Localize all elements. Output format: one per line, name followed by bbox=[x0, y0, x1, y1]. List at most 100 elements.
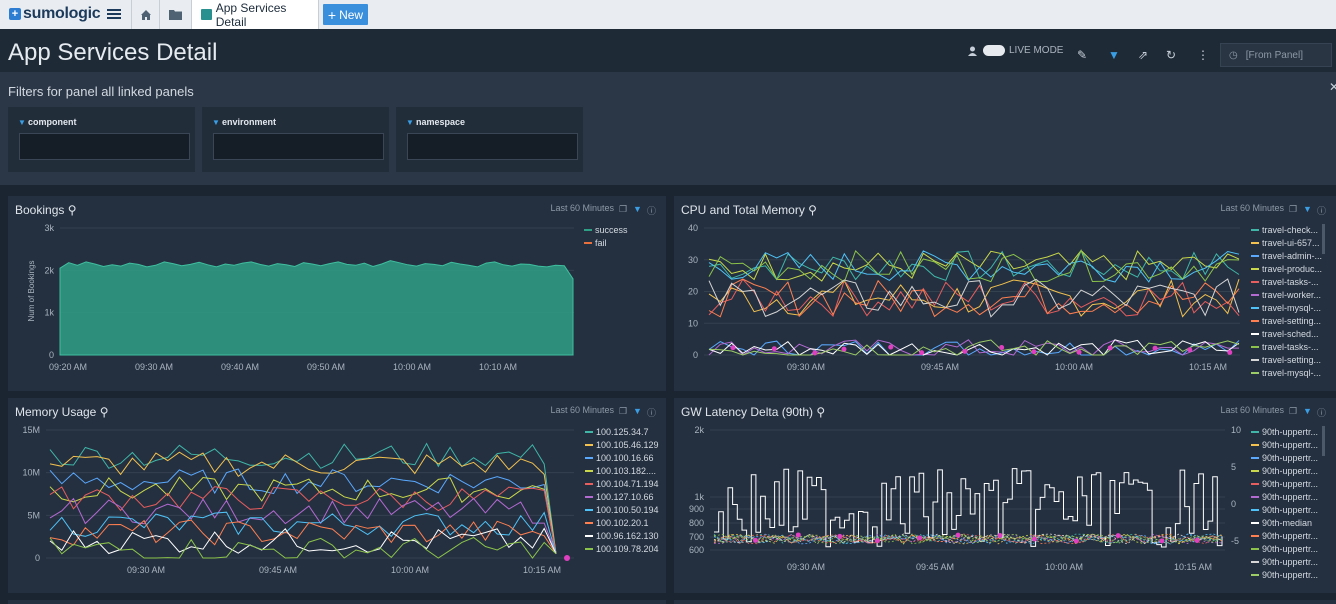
more-options-icon[interactable]: ⋮ bbox=[1197, 48, 1209, 62]
time-range-label: Last 60 Minutes bbox=[1220, 405, 1284, 415]
filter-icon[interactable]: ▼ bbox=[633, 405, 642, 416]
x-tick-label: 10:15 AM bbox=[1189, 362, 1227, 372]
legend-entry: 100.100.16.66 bbox=[596, 453, 654, 463]
info-icon[interactable]: ⓘ bbox=[647, 205, 657, 216]
data-point bbox=[1032, 536, 1038, 542]
share-icon[interactable]: ⇗ bbox=[1137, 48, 1149, 62]
logo-mark-icon: + bbox=[9, 8, 21, 20]
panel-title: Bookings bbox=[15, 203, 65, 217]
zoom-icon[interactable]: ⚲ bbox=[67, 203, 77, 217]
filter-icon[interactable]: ▼ bbox=[1108, 48, 1120, 62]
tab-app-services-detail[interactable]: App Services Detail bbox=[191, 0, 319, 29]
copy-icon[interactable]: ❐ bbox=[1289, 405, 1298, 416]
zoom-icon[interactable]: ⚲ bbox=[99, 405, 109, 419]
panel-partial bbox=[674, 600, 1336, 604]
y-tick-label: 3k bbox=[44, 223, 54, 233]
legend-entry: travel-worker... bbox=[1262, 290, 1321, 300]
info-icon[interactable]: ⓘ bbox=[647, 407, 657, 418]
edit-icon[interactable]: ✎ bbox=[1076, 48, 1088, 62]
copy-icon[interactable]: ❐ bbox=[619, 405, 628, 416]
x-tick-label: 10:00 AM bbox=[1045, 562, 1083, 572]
copy-icon[interactable]: ❐ bbox=[619, 203, 628, 214]
legend-entry: travel-admin-... bbox=[1262, 251, 1322, 261]
legend-entry: travel-sched... bbox=[1262, 329, 1319, 339]
series-line bbox=[49, 442, 557, 554]
legend-entry: 90th-uppertr... bbox=[1262, 570, 1318, 580]
environment-filter-input[interactable] bbox=[213, 133, 384, 160]
filter-environment: ▼ environment bbox=[202, 107, 389, 172]
legend-entry: travel-mysql-... bbox=[1262, 368, 1321, 378]
zoom-icon[interactable]: ⚲ bbox=[816, 405, 826, 419]
memory-usage-chart: 0 5M 10M 15M 09:30 AM 09:45 AM 10:00 AM 10:15 A… bbox=[22, 425, 659, 575]
x-tick-label: 10:00 AM bbox=[393, 362, 431, 372]
close-filters-icon[interactable]: ✕ bbox=[1329, 80, 1336, 94]
x-tick-label: 09:30 AM bbox=[787, 562, 825, 572]
x-tick-label: 09:30 AM bbox=[787, 362, 825, 372]
zoom-icon[interactable]: ⚲ bbox=[808, 203, 817, 217]
data-point bbox=[1194, 537, 1200, 543]
legend-entry: travel-produc... bbox=[1262, 264, 1322, 274]
refresh-icon[interactable]: ↻ bbox=[1165, 48, 1177, 62]
legend-entry: travel-setting... bbox=[1262, 355, 1321, 365]
series-line bbox=[49, 486, 557, 554]
x-tick-label: 09:50 AM bbox=[307, 362, 345, 372]
legend-entry: 100.103.182.... bbox=[596, 466, 656, 476]
panel-title: GW Latency Delta (90th) bbox=[681, 405, 814, 419]
tab-label: App Services Detail bbox=[215, 0, 287, 29]
legend-scrollbar bbox=[1322, 426, 1325, 456]
time-range-picker[interactable]: ◷ [From Panel] bbox=[1220, 43, 1332, 67]
panel-partial bbox=[8, 600, 666, 604]
component-filter-input[interactable] bbox=[19, 133, 190, 160]
info-icon[interactable]: ⓘ bbox=[1317, 407, 1327, 418]
live-mode-toggle[interactable]: LIVE MODE bbox=[968, 29, 1063, 72]
y-tick-label: 5M bbox=[27, 510, 40, 520]
panel-memory-usage: Memory Usage ⚲ Last 60 Minutes ❐ ▼ ⓘ 0 5M 10M… bbox=[8, 398, 666, 593]
y-tick-label: 30 bbox=[688, 255, 698, 265]
library-button[interactable] bbox=[159, 0, 191, 29]
legend-entry: travel-tasks-... bbox=[1262, 342, 1319, 352]
toggle-switch[interactable] bbox=[983, 45, 1005, 56]
y-tick-label: 0 bbox=[693, 350, 698, 360]
data-point bbox=[874, 538, 880, 544]
new-tab-button[interactable]: + New bbox=[323, 4, 368, 25]
x-tick-label: 09:45 AM bbox=[921, 362, 959, 372]
data-point bbox=[771, 346, 777, 352]
filter-label: namespace bbox=[416, 117, 466, 127]
info-icon[interactable]: ⓘ bbox=[1317, 205, 1327, 216]
namespace-filter-input[interactable] bbox=[407, 133, 578, 160]
y-tick-label: 0 bbox=[49, 350, 54, 360]
series-line bbox=[708, 249, 1240, 283]
home-button[interactable] bbox=[131, 0, 159, 29]
sumologic-logo[interactable]: + sumologic bbox=[9, 5, 101, 23]
series-line bbox=[713, 533, 1223, 545]
data-point bbox=[919, 350, 925, 356]
data-point bbox=[1115, 533, 1121, 539]
filter-icon: ▼ bbox=[18, 118, 26, 127]
data-point bbox=[1073, 538, 1079, 544]
series-line bbox=[708, 278, 1240, 318]
y-tick-label: 0 bbox=[35, 553, 40, 563]
series-line bbox=[708, 339, 1239, 356]
data-point bbox=[955, 532, 961, 538]
live-mode-label: LIVE MODE bbox=[1009, 45, 1064, 56]
legend-entry: success bbox=[595, 225, 628, 235]
legend-entry: 100.109.78.204 bbox=[596, 544, 659, 554]
y-tick-label: 1k bbox=[694, 492, 704, 502]
legend-entry: travel-check... bbox=[1262, 225, 1318, 235]
top-bar: + sumologic App Services Detail + New bbox=[0, 0, 1336, 29]
filters-title: Filters for panel all linked panels bbox=[8, 84, 194, 99]
filter-icon[interactable]: ▼ bbox=[1303, 203, 1312, 214]
menu-icon[interactable] bbox=[107, 7, 121, 21]
folder-icon bbox=[169, 10, 182, 20]
panel-title: CPU and Total Memory bbox=[681, 203, 805, 217]
filter-icon[interactable]: ▼ bbox=[633, 203, 642, 214]
copy-icon[interactable]: ❐ bbox=[1289, 203, 1298, 214]
series-area-success bbox=[59, 260, 574, 356]
home-icon bbox=[140, 9, 151, 20]
filter-icon[interactable]: ▼ bbox=[1303, 405, 1312, 416]
data-point bbox=[1227, 349, 1233, 355]
x-tick-label: 09:20 AM bbox=[49, 362, 87, 372]
legend-entry: 90th-uppertr... bbox=[1262, 531, 1318, 541]
dashboard-icon bbox=[201, 9, 212, 20]
data-point bbox=[1107, 345, 1113, 351]
